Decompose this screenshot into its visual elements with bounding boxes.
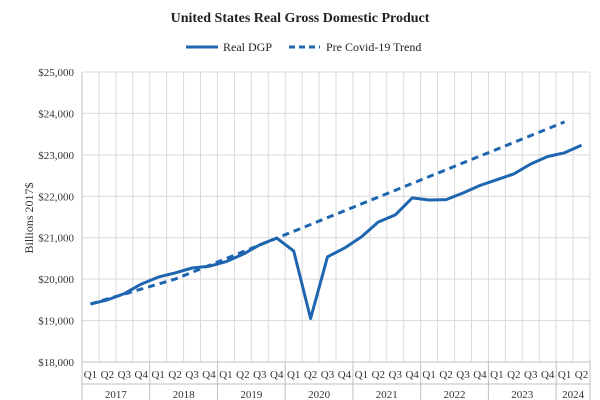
- x-tick-label: Q1: [422, 369, 435, 381]
- x-tick-label: Q1: [84, 369, 97, 381]
- x-tick-label: Q1: [490, 369, 503, 381]
- series: [90, 120, 583, 320]
- y-axis-ticks: $18,000 $19,000 $20,000 $21,000 $22,000 $23,0…: [38, 67, 74, 369]
- x-tick-label: Q2: [372, 369, 385, 381]
- y-tick-label: $22,000: [38, 191, 74, 203]
- chart-title: United States Real Gross Domestic Produc…: [171, 11, 430, 26]
- year-label: 2020: [308, 389, 331, 400]
- year-label: 2022: [444, 389, 466, 400]
- x-tick-label: Q3: [185, 369, 199, 381]
- y-tick-label: $19,000: [38, 316, 74, 328]
- x-tick-label: Q3: [389, 369, 403, 381]
- grid: [81, 71, 591, 400]
- y-tick-label: $21,000: [38, 233, 74, 245]
- year-label: 2023: [511, 389, 534, 400]
- legend: Real DGP Pre Covid-19 Trend: [186, 40, 421, 54]
- x-tick-label: Q4: [135, 369, 149, 381]
- y-tick-label: $23,000: [38, 150, 74, 162]
- x-tick-label: Q3: [253, 369, 267, 381]
- year-label: 2017: [105, 389, 128, 400]
- legend-label-real-gdp: Real DGP: [223, 40, 272, 54]
- x-axis-ticks: Q1 Q2 Q3 Q4 Q1 Q2 Q3 Q4 Q1 Q2 Q3 Q4 Q1 Q2 Q3 Q4 Q1 Q2 Q3 Q4…: [82, 362, 591, 400]
- x-tick-label: Q4: [473, 369, 487, 381]
- x-tick-label: Q1: [219, 369, 232, 381]
- y-tick-label: $20,000: [38, 274, 74, 286]
- x-tick-label: Q4: [202, 369, 216, 381]
- legend-label-trend: Pre Covid-19 Trend: [326, 40, 421, 54]
- x-tick-label: Q2: [101, 369, 114, 381]
- x-tick-label: Q1: [355, 369, 368, 381]
- x-tick-label: Q4: [270, 369, 284, 381]
- series-line-pre-covid-trend: [90, 120, 566, 306]
- x-tick-label: Q2: [168, 369, 181, 381]
- x-tick-label: Q1: [151, 369, 164, 381]
- x-tick-label: Q3: [321, 369, 335, 381]
- x-tick-label: Q2: [236, 369, 249, 381]
- x-tick-label: Q3: [456, 369, 470, 381]
- x-tick-label: Q3: [524, 369, 538, 381]
- x-tick-label: Q2: [304, 369, 317, 381]
- x-tick-label: Q1: [558, 369, 571, 381]
- y-tick-label: $18,000: [38, 357, 74, 369]
- x-tick-label: Q2: [507, 369, 520, 381]
- year-label: 2021: [376, 389, 398, 400]
- year-label: 2024: [562, 389, 585, 400]
- y-tick-label: $24,000: [38, 108, 74, 120]
- year-label: 2019: [240, 389, 263, 400]
- y-axis-label: Billions 2017$: [22, 182, 36, 253]
- x-tick-label: Q2: [575, 369, 588, 381]
- year-label: 2018: [173, 389, 196, 400]
- series-line-real-gdp: [90, 143, 583, 320]
- x-tick-label: Q2: [439, 369, 452, 381]
- x-tick-label: Q4: [541, 369, 555, 381]
- x-tick-label: Q3: [118, 369, 132, 381]
- y-tick-label: $25,000: [38, 67, 74, 79]
- x-tick-label: Q4: [338, 369, 352, 381]
- x-tick-label: Q4: [405, 369, 419, 381]
- x-tick-label: Q1: [287, 369, 300, 381]
